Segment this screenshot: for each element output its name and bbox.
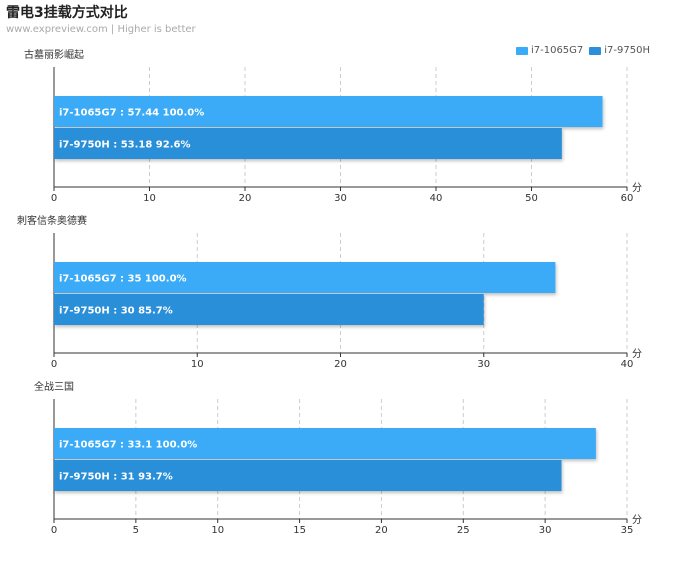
legend-swatch-series-1 — [515, 46, 528, 55]
x-tick-label: 0 — [51, 193, 57, 204]
x-tick-label: 5 — [133, 525, 139, 536]
page-subtitle: www.expreview.com | Higher is better — [6, 24, 196, 35]
x-tick-label: 35 — [621, 525, 634, 536]
bar — [54, 96, 603, 127]
bar — [54, 294, 484, 325]
x-axis-unit: 分 — [632, 182, 642, 194]
bar-data-label: i7-9750H : 31 93.7% — [59, 472, 173, 483]
bar-data-label: i7-1065G7 : 35 100.0% — [59, 274, 187, 285]
chart-title: 全战三国 — [34, 380, 74, 393]
legend-item-series-1[interactable]: i7-1065G7 — [515, 45, 584, 56]
chart-legend: i7-1065G7 i7-9750H — [515, 45, 650, 56]
x-tick-label: 30 — [334, 193, 347, 204]
x-tick-label: 30 — [539, 525, 552, 536]
bar — [54, 460, 562, 491]
x-tick-label: 10 — [191, 359, 204, 370]
legend-label-series-1: i7-1065G7 — [530, 45, 584, 56]
x-tick-label: 30 — [477, 359, 490, 370]
x-tick-label: 60 — [621, 193, 634, 204]
x-tick-label: 40 — [430, 193, 443, 204]
legend-label-series-2: i7-9750H — [604, 45, 650, 56]
x-tick-label: 0 — [51, 525, 57, 536]
legend-item-series-2[interactable]: i7-9750H — [589, 45, 650, 56]
x-tick-label: 10 — [143, 193, 156, 204]
bar-data-label: i7-9750H : 53.18 92.6% — [59, 140, 191, 151]
bar-data-label: i7-1065G7 : 57.44 100.0% — [59, 108, 204, 119]
bar — [54, 428, 596, 459]
x-tick-label: 15 — [293, 525, 306, 536]
x-tick-label: 20 — [375, 525, 388, 536]
x-tick-label: 50 — [525, 193, 538, 204]
bar-data-label: i7-1065G7 : 33.1 100.0% — [59, 440, 197, 451]
x-tick-label: 20 — [334, 359, 347, 370]
chart-title: 古墓丽影崛起 — [24, 48, 84, 61]
chart-title: 刺客信条奥德赛 — [17, 214, 87, 227]
x-axis-unit: 分 — [632, 514, 642, 526]
bar — [54, 262, 556, 293]
bar — [54, 128, 562, 159]
x-tick-label: 10 — [211, 525, 224, 536]
bar-data-label: i7-9750H : 30 85.7% — [59, 306, 173, 317]
x-tick-label: 0 — [51, 359, 57, 370]
x-tick-label: 20 — [239, 193, 252, 204]
x-axis-unit: 分 — [632, 348, 642, 360]
x-tick-label: 40 — [621, 359, 634, 370]
legend-swatch-series-2 — [589, 46, 602, 55]
page-title: 雷电3挂载方式对比 — [6, 5, 128, 21]
x-tick-label: 25 — [457, 525, 470, 536]
